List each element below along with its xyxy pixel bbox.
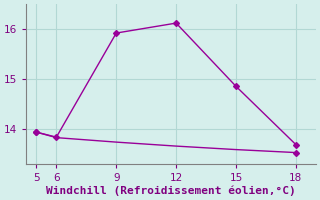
X-axis label: Windchill (Refroidissement éolien,°C): Windchill (Refroidissement éolien,°C) (46, 185, 296, 196)
